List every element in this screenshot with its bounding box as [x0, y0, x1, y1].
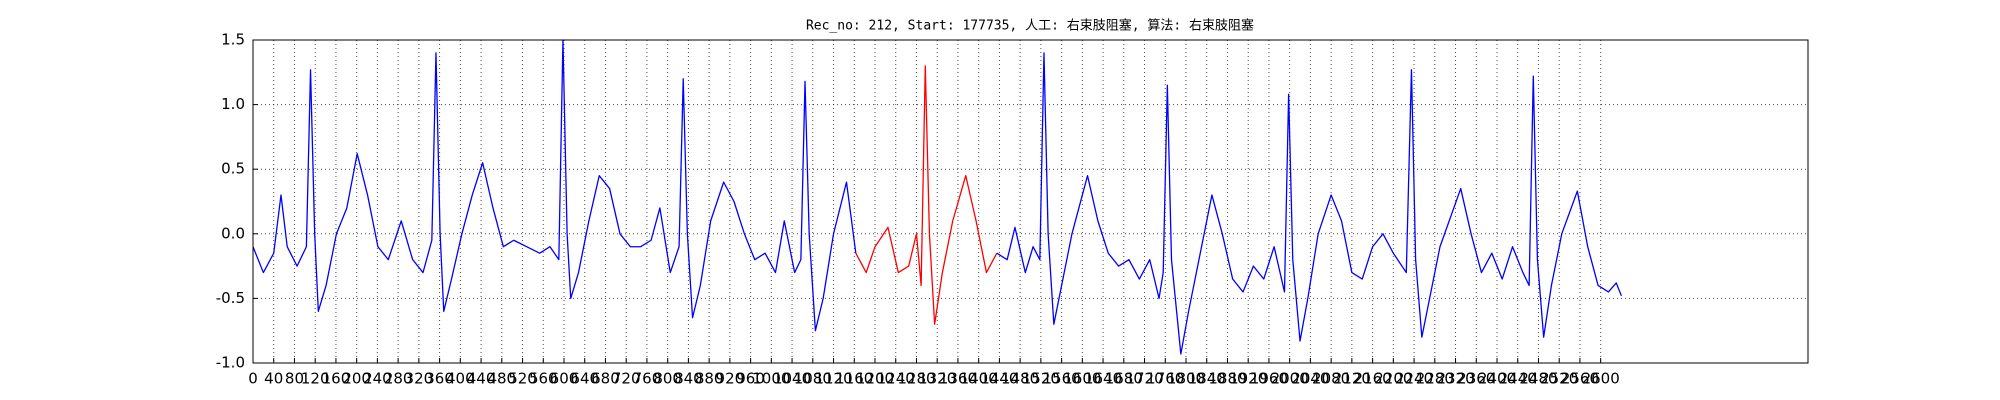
x-tick-label: 2520 [1540, 370, 1578, 388]
x-tick-label: 1600 [1063, 370, 1101, 388]
x-tick-label: 920 [716, 370, 745, 388]
x-tick-label: 1400 [960, 370, 998, 388]
y-tick-label: 1.5 [221, 31, 245, 49]
x-tick-label: 40 [264, 370, 283, 388]
x-tick-label: 1880 [1208, 370, 1246, 388]
x-tick-label: 280 [384, 370, 413, 388]
x-tick-label: 600 [550, 370, 579, 388]
x-tick-label: 200 [342, 370, 371, 388]
x-tick-label: 400 [446, 370, 475, 388]
x-tick-label: 1720 [1125, 370, 1163, 388]
x-tick-label: 1280 [897, 370, 935, 388]
x-tick-label: 1760 [1146, 370, 1184, 388]
x-tick-label: 880 [695, 370, 724, 388]
y-tick-label: 1.0 [221, 95, 245, 113]
x-tick-label: 1640 [1084, 370, 1122, 388]
x-tick-label: 480 [487, 370, 516, 388]
x-tick-label: 2400 [1478, 370, 1516, 388]
x-tick-label: 240 [363, 370, 392, 388]
x-tick-label: 2280 [1416, 370, 1454, 388]
x-tick-label: 2040 [1291, 370, 1329, 388]
x-tick-label: 2200 [1374, 370, 1412, 388]
x-tick-label: 2480 [1519, 370, 1557, 388]
x-tick-label: 2320 [1436, 370, 1474, 388]
x-tick-label: 360 [425, 370, 454, 388]
x-tick-label: 2560 [1561, 370, 1599, 388]
x-tick-label: 120 [301, 370, 330, 388]
plot-frame [252, 39, 1809, 364]
x-tick-label: 680 [591, 370, 620, 388]
x-tick-label: 1080 [794, 370, 832, 388]
x-tick-label: 520 [508, 370, 537, 388]
x-tick-label: 2160 [1354, 370, 1392, 388]
x-tick-label: 2360 [1457, 370, 1495, 388]
x-tick-label: 1560 [1043, 370, 1081, 388]
x-tick-label: 1480 [1001, 370, 1039, 388]
ecg-line [252, 39, 857, 332]
x-tick-label: 840 [674, 370, 703, 388]
x-tick-label: 1520 [1022, 370, 1060, 388]
x-tick-label: 720 [612, 370, 641, 388]
x-tick-label: 160 [322, 370, 351, 388]
x-tick-label: 960 [736, 370, 765, 388]
x-tick-label: 1440 [980, 370, 1018, 388]
x-tick-label: 2120 [1333, 370, 1371, 388]
x-tick-label: 1360 [939, 370, 977, 388]
x-tick-label: 1000 [752, 370, 790, 388]
chart-title: Rec_no: 212, Start: 177735, 人工: 右束肢阻塞, 算… [806, 18, 1254, 34]
x-tick-label: 1160 [835, 370, 873, 388]
x-tick-label: 1680 [1105, 370, 1143, 388]
ecg-line [855, 65, 998, 325]
y-tick-label: 0.0 [221, 224, 245, 242]
x-tick-label: 1960 [1250, 370, 1288, 388]
x-tick-label: 640 [570, 370, 599, 388]
x-tick-label: 1800 [1167, 370, 1205, 388]
x-tick-label: 800 [653, 370, 682, 388]
x-tick-label: 560 [529, 370, 558, 388]
x-tick-label: 1240 [877, 370, 915, 388]
x-tick-label: 440 [467, 370, 496, 388]
ecg-line [996, 52, 1623, 355]
x-tick-label: 1840 [1188, 370, 1226, 388]
x-tick-label: 1200 [856, 370, 894, 388]
y-tick-label: -0.5 [216, 289, 245, 307]
x-tick-label: 1920 [1229, 370, 1267, 388]
x-tick-label: 1040 [773, 370, 811, 388]
y-tick-label: -1.0 [216, 354, 245, 372]
y-tick-label: 0.5 [221, 160, 245, 178]
x-tick-label: 0 [248, 370, 258, 388]
x-tick-label: 80 [285, 370, 304, 388]
x-tick-label: 1320 [918, 370, 956, 388]
x-tick-label: 760 [633, 370, 662, 388]
x-tick-label: 2080 [1312, 370, 1350, 388]
x-tick-label: 2000 [1271, 370, 1309, 388]
x-tick-label: 2240 [1395, 370, 1433, 388]
x-tick-label: 320 [405, 370, 434, 388]
x-tick-label: 2600 [1582, 370, 1620, 388]
x-tick-label: 1120 [814, 370, 852, 388]
x-tick-label: 2440 [1499, 370, 1537, 388]
